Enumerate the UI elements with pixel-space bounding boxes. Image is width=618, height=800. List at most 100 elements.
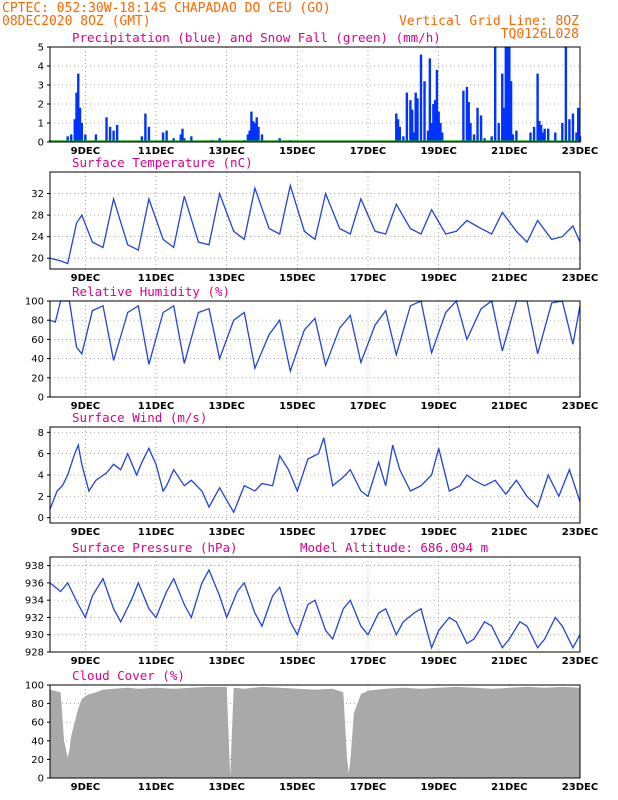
- header-grid-line: Vertical Grid Line: 8OZ: [399, 14, 579, 29]
- precip-bar: [257, 126, 260, 142]
- precip-bar: [465, 86, 469, 142]
- y-tick-label: 60: [31, 335, 44, 346]
- y-tick-label: 3: [38, 81, 44, 92]
- precip-bar: [278, 138, 281, 142]
- precip-bar: [538, 121, 541, 142]
- panel-frame: [49, 684, 581, 779]
- precip-bar: [250, 111, 253, 142]
- precip-bar: [441, 132, 444, 142]
- precip-bar: [509, 81, 513, 142]
- y-tick-label: 2: [38, 100, 44, 111]
- panel-title: Surface Pressure (hPa): [72, 540, 238, 555]
- x-tick-label: 13DEC: [208, 656, 244, 667]
- x-tick-label: 21DEC: [491, 782, 527, 793]
- x-tick-label: 9DEC: [71, 527, 100, 538]
- y-tick-label: 1: [38, 119, 44, 130]
- panel-title: Cloud Cover (%): [72, 668, 185, 683]
- panel-frame: [49, 300, 581, 398]
- precip-bar: [508, 47, 511, 142]
- precip-bar: [476, 107, 479, 142]
- precip-bar: [409, 100, 412, 142]
- x-tick-label: 19DEC: [420, 656, 456, 667]
- precip-bar: [183, 138, 186, 142]
- x-tick-label: 15DEC: [279, 273, 315, 284]
- x-tick-label: 19DEC: [420, 146, 456, 157]
- precip-bar: [483, 138, 486, 142]
- x-tick-label: 13DEC: [208, 782, 244, 793]
- y-tick-label: 80: [31, 699, 44, 710]
- header-date: 08DEC2020 8OZ (GMT): [2, 14, 151, 29]
- precip-bar: [147, 126, 151, 142]
- x-tick-label: 15DEC: [279, 527, 315, 538]
- precip-bar: [504, 47, 507, 142]
- precip-bar: [511, 134, 515, 142]
- precip-bar: [251, 121, 255, 142]
- x-tick-label: 15DEC: [279, 401, 315, 412]
- precip-bar: [140, 136, 144, 142]
- y-tick-label: 60: [31, 718, 44, 729]
- precip-bar: [428, 58, 432, 142]
- x-tick-label: 19DEC: [420, 527, 456, 538]
- precip-bar: [179, 134, 182, 142]
- precip-bar: [246, 134, 250, 142]
- precip-bar: [80, 123, 83, 142]
- precip-bar: [423, 81, 426, 142]
- series-line: [49, 568, 581, 650]
- y-tick-label: 934: [25, 596, 44, 607]
- precip-bar: [414, 92, 417, 142]
- panel-4: Surface Wind (m/s) 0 2 4 6 8 9DEC 11DEC 13DEC 15D…: [38, 410, 599, 538]
- precip-bar: [564, 47, 568, 142]
- x-tick-label: 15DEC: [279, 782, 315, 793]
- x-tick-label: 21DEC: [491, 656, 527, 667]
- y-tick-label: 20: [31, 755, 44, 766]
- precip-bar: [190, 136, 193, 142]
- y-tick-label: 930: [25, 630, 44, 641]
- precip-bar: [506, 47, 509, 142]
- x-tick-label: 15DEC: [279, 146, 315, 157]
- y-tick-label: 100: [25, 681, 44, 692]
- y-tick-label: 938: [25, 561, 44, 572]
- precip-bar: [437, 111, 440, 142]
- precip-bar: [547, 128, 550, 142]
- x-tick-label: 9DEC: [71, 656, 100, 667]
- precip-bar: [439, 123, 442, 142]
- precip-bar: [77, 73, 80, 142]
- precip-bar: [554, 132, 557, 142]
- y-tick-label: 5: [38, 43, 44, 54]
- panel-3: Relative Humidity (%) 0 20 40 60 80 100 9DEC 11D…: [25, 284, 598, 412]
- precip-bar: [490, 136, 493, 142]
- precip-bar: [541, 132, 545, 142]
- y-tick-label: 100: [25, 297, 44, 308]
- x-tick-label: 11DEC: [138, 273, 174, 284]
- y-tick-label: 20: [31, 373, 44, 384]
- precip-bar: [73, 119, 76, 142]
- precip-bar: [416, 98, 419, 142]
- precip-bar: [497, 123, 500, 142]
- y-tick-label: 0: [38, 393, 44, 404]
- x-tick-label: 11DEC: [138, 401, 174, 412]
- precip-bar: [419, 54, 423, 142]
- precip-bar: [105, 117, 108, 142]
- precip-bar: [412, 132, 416, 142]
- precip-bar: [402, 136, 405, 142]
- x-tick-label: 23DEC: [562, 527, 598, 538]
- y-tick-label: 28: [31, 211, 44, 222]
- y-tick-label: 40: [31, 354, 44, 365]
- x-tick-label: 13DEC: [208, 273, 244, 284]
- precip-bar: [161, 132, 165, 142]
- panel-frame: [49, 46, 581, 143]
- panel-frame: [49, 556, 581, 653]
- precip-bar: [543, 128, 546, 142]
- panel-annotation: Model Altitude: 686.094 m: [300, 540, 488, 555]
- cloud-cover-area: [50, 686, 580, 778]
- precip-bar: [462, 90, 465, 142]
- precip-bar: [78, 107, 82, 142]
- x-tick-label: 17DEC: [350, 146, 386, 157]
- x-tick-label: 17DEC: [350, 527, 386, 538]
- x-tick-label: 23DEC: [562, 273, 598, 284]
- header-line-1: CPTEC: 052:30W-18:14S CHAPADAO DO CEU (G…: [2, 1, 331, 16]
- precip-bar: [494, 47, 497, 142]
- series-line: [49, 437, 581, 514]
- x-tick-label: 23DEC: [562, 401, 598, 412]
